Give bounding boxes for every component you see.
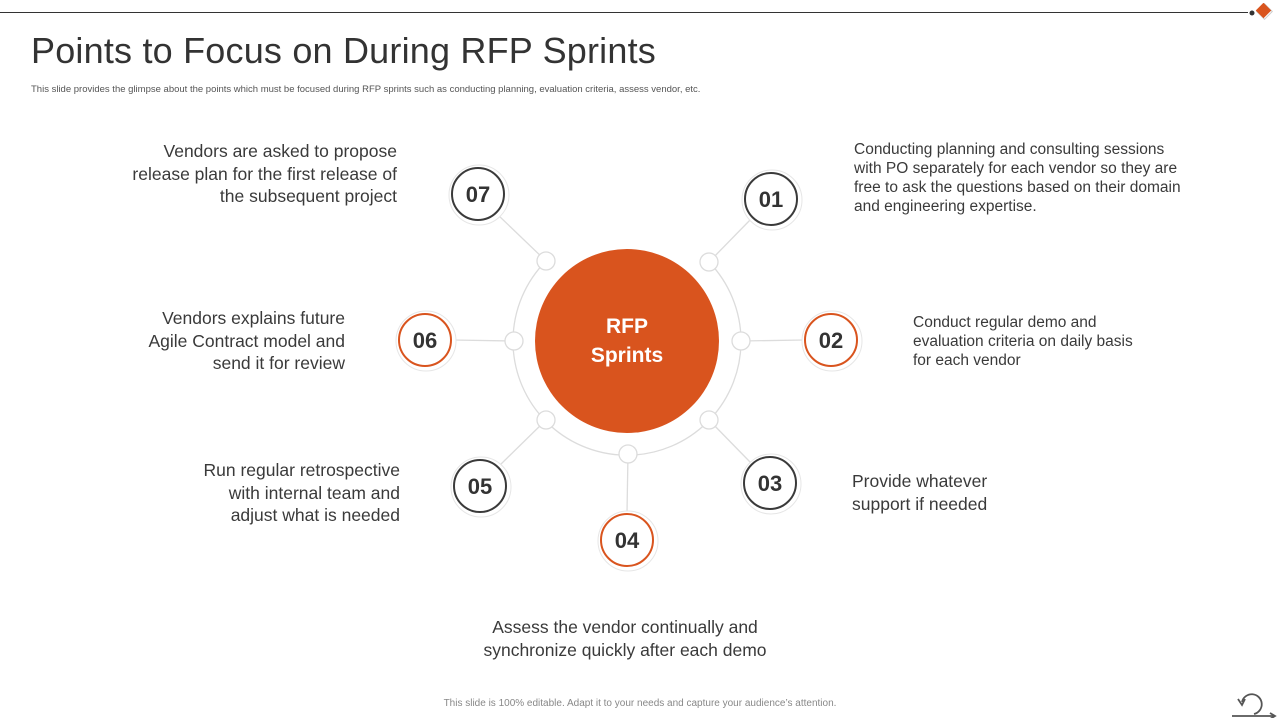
top-rule xyxy=(0,12,1248,13)
point-02-badge: 02 xyxy=(801,310,863,372)
page-title: Points to Focus on During RFP Sprints xyxy=(31,30,657,71)
point-01-badge: 01 xyxy=(741,169,803,231)
point-05-badge: 05 xyxy=(450,456,512,518)
point-number: 04 xyxy=(615,528,640,553)
point-number: 06 xyxy=(413,328,437,353)
point-01-text: Conducting planning and consulting sessi… xyxy=(854,141,1181,215)
point-03-text: Provide whatever support if needed xyxy=(852,471,988,514)
point-04-badge: 04 xyxy=(597,510,659,572)
hub-line1: RFP xyxy=(606,315,648,338)
point-number: 07 xyxy=(466,182,490,207)
point-number: 03 xyxy=(758,471,782,496)
point-06-text: Vendors explains future Agile Contract m… xyxy=(148,308,346,373)
ring-nodes xyxy=(504,251,751,464)
point-04-text: Assess the vendor continually and synchr… xyxy=(483,617,767,660)
point-07-text: Vendors are asked to propose release pla… xyxy=(132,141,397,206)
point-02-text: Conduct regular demo and evaluation crit… xyxy=(913,314,1133,369)
point-06-badge: 06 xyxy=(395,310,457,372)
point-number: 05 xyxy=(468,474,492,499)
hub-circle xyxy=(535,249,719,433)
hub-line2: Sprints xyxy=(591,344,663,367)
loop-arrow-icon[interactable] xyxy=(1230,684,1278,718)
orange-diamond-icon xyxy=(1249,3,1273,20)
point-07-badge: 07 xyxy=(448,164,510,226)
page-subtitle: This slide provides the glimpse about th… xyxy=(31,84,701,95)
point-03-badge: 03 xyxy=(740,453,802,515)
point-05-text: Run regular retrospective with internal … xyxy=(203,460,400,525)
point-number: 01 xyxy=(759,187,783,212)
point-number: 02 xyxy=(819,328,843,353)
footer-note: This slide is 100% editable. Adapt it to… xyxy=(443,698,837,709)
